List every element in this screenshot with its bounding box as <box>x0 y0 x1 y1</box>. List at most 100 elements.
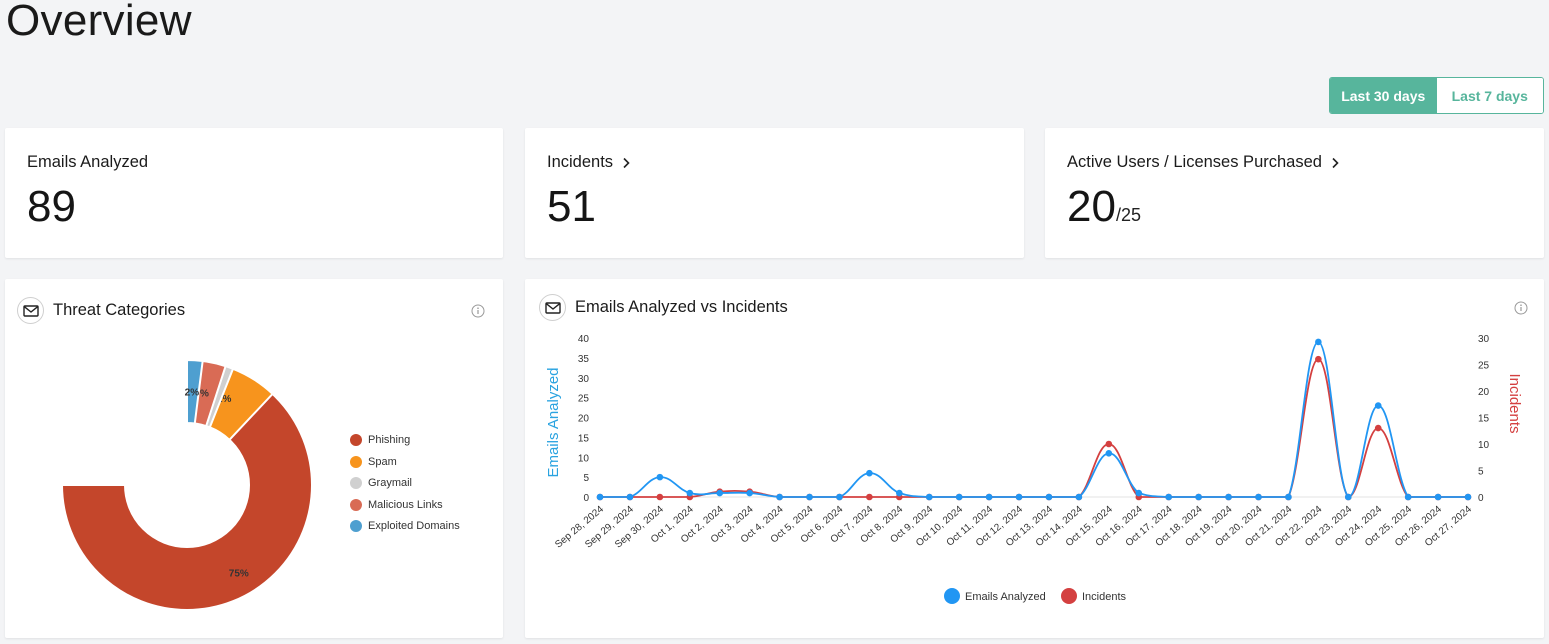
emails-vs-incidents-panel: Emails Analyzed vs Incidents 0 5 10 15 20 25 3… <box>525 279 1544 638</box>
data-point-emails-analyzed[interactable] <box>686 489 694 497</box>
data-point-incidents[interactable] <box>656 493 664 501</box>
data-point-emails-analyzed[interactable] <box>1374 402 1382 409</box>
donut-label-phishing: 75% <box>229 568 249 579</box>
y-left-tick: 20 <box>578 414 590 425</box>
data-point-emails-analyzed[interactable] <box>955 493 963 501</box>
data-point-emails-analyzed[interactable] <box>1165 493 1172 501</box>
data-point-emails-analyzed[interactable] <box>776 493 783 501</box>
y-left-tick: 15 <box>578 433 590 444</box>
info-icon[interactable] <box>1514 301 1528 315</box>
emails-vs-incidents-chart: 0 5 10 15 20 25 30 35 40 0 5 10 15 20 25 30 Emails Analy… <box>545 334 1523 604</box>
data-point-emails-analyzed[interactable] <box>806 493 813 501</box>
legend-swatch <box>350 498 362 511</box>
active-users-link[interactable]: Active Users / Licenses Purchased <box>1067 153 1340 172</box>
data-point-emails-analyzed[interactable] <box>1195 493 1202 501</box>
donut-slice-exploited-domains[interactable] <box>186 358 204 425</box>
legend-label-incidents[interactable]: Incidents <box>1082 591 1127 603</box>
legend-item-exploited-domains[interactable]: Exploited Domains <box>350 520 460 532</box>
y-left-tick: 25 <box>578 394 590 405</box>
donut-label-exploited-domains: 2% <box>185 388 200 399</box>
active-users-card[interactable]: Active Users / Licenses Purchased 20/25 <box>1045 128 1544 258</box>
y-left-tick: 30 <box>578 374 590 385</box>
data-point-emails-analyzed[interactable] <box>626 493 634 501</box>
incidents-link[interactable]: Incidents <box>547 153 631 172</box>
y-right-tick: 10 <box>1478 440 1490 451</box>
data-point-emails-analyzed[interactable] <box>1285 493 1292 501</box>
data-point-emails-analyzed[interactable] <box>836 493 843 501</box>
threat-categories-title: Threat Categories <box>53 301 186 319</box>
data-point-emails-analyzed[interactable] <box>985 493 993 501</box>
data-point-emails-analyzed[interactable] <box>866 469 873 477</box>
legend-label-emails-analyzed[interactable]: Emails Analyzed <box>965 591 1046 603</box>
data-point-emails-analyzed[interactable] <box>1344 493 1352 501</box>
legend-item-spam[interactable]: Spam <box>350 455 397 468</box>
data-point-incidents[interactable] <box>1315 355 1322 363</box>
threat-categories-header: Threat Categories <box>17 297 185 324</box>
legend-swatch <box>350 455 362 468</box>
y-left-tick: 5 <box>583 473 589 484</box>
data-point-emails-analyzed[interactable] <box>1015 493 1023 501</box>
donut-slice-phishing[interactable] <box>60 358 313 611</box>
threat-donut-chart: 75%12%6%5%2% <box>60 358 313 611</box>
emails-analyzed-value: 89 <box>27 182 76 231</box>
data-point-emails-analyzed[interactable] <box>925 493 933 501</box>
series-line-emails-analyzed <box>600 341 1468 498</box>
y-right-tick: 5 <box>1478 467 1484 478</box>
series-line-incidents <box>600 358 1468 498</box>
legend-swatch-emails-analyzed[interactable] <box>944 588 960 604</box>
data-point-emails-analyzed[interactable] <box>1075 493 1083 501</box>
y-right-tick: 15 <box>1478 414 1490 425</box>
data-point-emails-analyzed[interactable] <box>1045 493 1053 501</box>
legend-swatch-incidents[interactable] <box>1061 588 1077 604</box>
data-point-emails-analyzed[interactable] <box>1225 493 1232 501</box>
page-title: Overview <box>6 0 192 45</box>
data-point-emails-analyzed[interactable] <box>1105 449 1113 457</box>
legend-item-graymail[interactable]: Graymail <box>350 477 412 489</box>
active-users-label: Active Users / Licenses Purchased <box>1067 153 1322 171</box>
emails-vs-incidents-header: Emails Analyzed vs Incidents <box>539 294 788 321</box>
legend-swatch <box>350 520 362 532</box>
threat-categories-panel: Threat Categories 75%12%6%5%2% Phishing S… <box>5 279 503 638</box>
data-point-emails-analyzed[interactable] <box>1434 493 1442 501</box>
legend-label: Graymail <box>368 477 413 489</box>
date-range-toggle: Last 30 days Last 7 days <box>1329 77 1544 114</box>
data-point-emails-analyzed[interactable] <box>656 473 664 481</box>
data-point-emails-analyzed[interactable] <box>1404 493 1412 501</box>
data-point-incidents[interactable] <box>1105 440 1113 448</box>
data-point-emails-analyzed[interactable] <box>596 493 604 501</box>
legend-label: Malicious Links <box>368 498 443 511</box>
data-point-emails-analyzed[interactable] <box>896 489 903 497</box>
mail-icon <box>17 297 44 324</box>
emails-analyzed-label-text: Emails Analyzed <box>27 153 149 171</box>
data-point-emails-analyzed[interactable] <box>1135 489 1143 497</box>
last-7-days-button[interactable]: Last 7 days <box>1436 78 1543 113</box>
legend-label: Exploited Domains <box>368 520 460 532</box>
y-right-tick: 0 <box>1478 493 1484 504</box>
active-users-count: 20 <box>1067 182 1116 231</box>
data-point-emails-analyzed[interactable] <box>746 489 753 497</box>
incidents-value: 51 <box>547 182 596 231</box>
emails-analyzed-label: Emails Analyzed <box>27 153 148 172</box>
data-point-emails-analyzed[interactable] <box>1464 493 1472 501</box>
incidents-label: Incidents <box>547 153 614 171</box>
legend-swatch <box>350 477 362 489</box>
donut-label-malicious-links: 5% <box>194 389 209 400</box>
active-users-value: 20/25 <box>1067 182 1141 232</box>
incidents-card[interactable]: Incidents 51 <box>525 128 1024 258</box>
last-30-days-button[interactable]: Last 30 days <box>1330 78 1437 113</box>
data-point-emails-analyzed[interactable] <box>1315 338 1322 346</box>
legend-item-phishing[interactable]: Phishing <box>350 434 410 446</box>
y-left-axis-title: Emails Analyzed <box>545 367 562 477</box>
legend-label: Phishing <box>368 434 411 446</box>
y-left-tick: 10 <box>578 453 590 464</box>
data-point-emails-analyzed[interactable] <box>1255 493 1262 501</box>
y-right-axis-title: Incidents <box>1506 373 1523 433</box>
data-point-incidents[interactable] <box>1374 424 1382 432</box>
y-right-tick: 30 <box>1478 334 1490 345</box>
info-icon[interactable] <box>471 304 485 318</box>
data-point-emails-analyzed[interactable] <box>716 489 724 497</box>
y-right-tick: 20 <box>1478 387 1490 398</box>
data-point-incidents[interactable] <box>866 493 873 501</box>
emails-vs-incidents-title: Emails Analyzed vs Incidents <box>575 298 788 316</box>
legend-item-malicious-links[interactable]: Malicious Links <box>350 498 443 511</box>
